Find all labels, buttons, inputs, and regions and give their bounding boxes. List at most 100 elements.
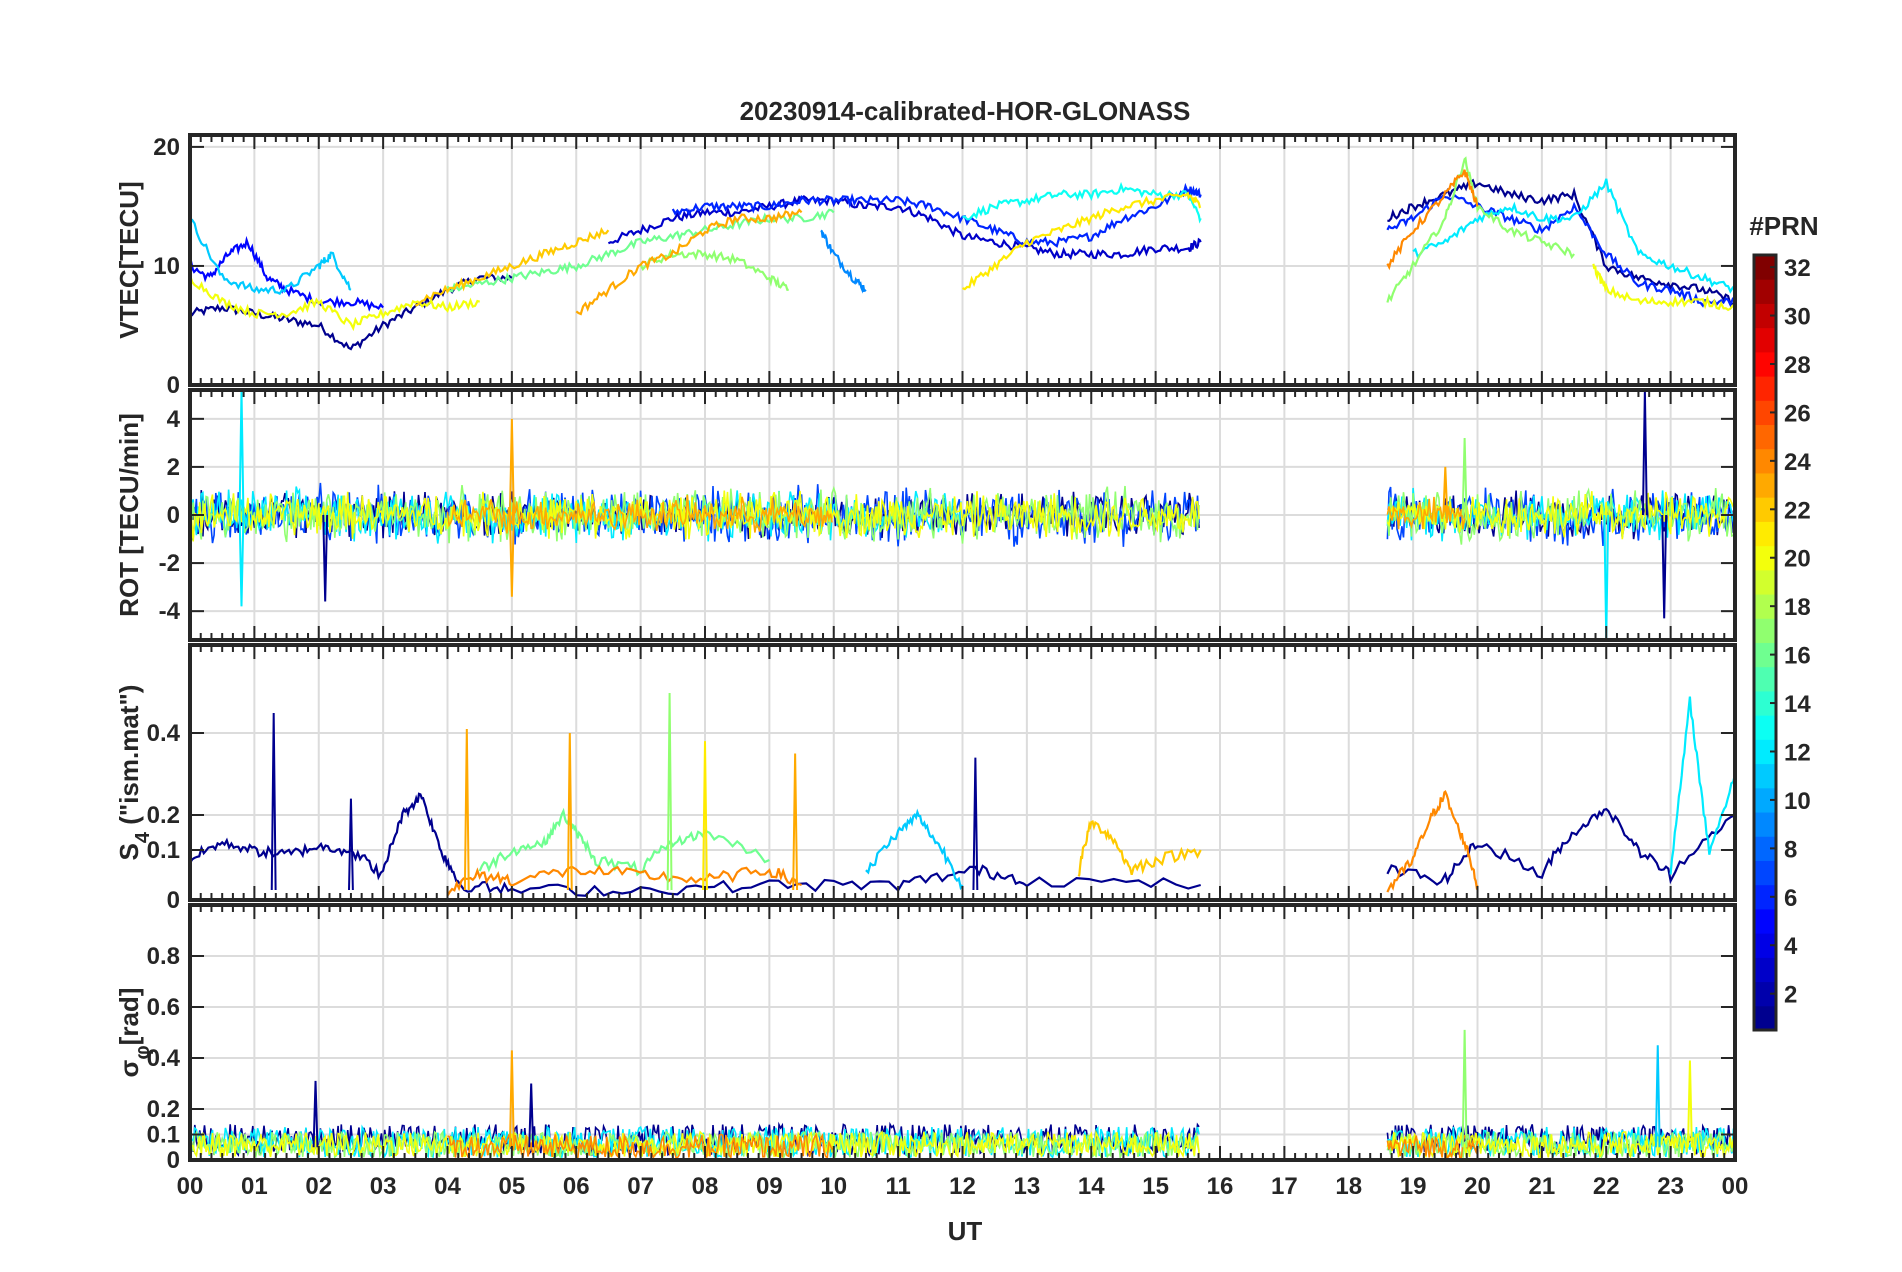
x-tick-label: 00 xyxy=(177,1173,204,1200)
spike-prn-17 xyxy=(666,692,673,891)
x-tick-label: 12 xyxy=(949,1173,976,1200)
series-line-prn-20 xyxy=(190,275,480,332)
y-tick-label: 0.2 xyxy=(147,802,180,829)
series-line-prn-17 xyxy=(190,485,1200,544)
colorbar-tick-label: 22 xyxy=(1784,497,1811,524)
y-tick-label: 2 xyxy=(167,454,180,481)
colorbar-segment xyxy=(1754,545,1776,571)
y-tick-label: 0 xyxy=(167,1147,180,1174)
spike-prn-23 xyxy=(508,418,515,516)
y-axis-label: σφ[rad] xyxy=(114,988,154,1078)
colorbar-segment xyxy=(1754,279,1776,304)
colorbar-segment xyxy=(1754,327,1776,353)
spike-prn-1 xyxy=(322,514,329,602)
colorbar-segment xyxy=(1754,255,1776,280)
colorbar-segment xyxy=(1754,763,1776,789)
x-tick-label: 19 xyxy=(1400,1173,1427,1200)
x-tick-label: 11 xyxy=(885,1173,910,1200)
colorbar-tick-label: 26 xyxy=(1784,400,1811,427)
spike-prn-1 xyxy=(348,798,354,891)
series-line-prn-21 xyxy=(962,191,1202,291)
series-line-prn-1 xyxy=(1386,807,1735,886)
series-line-prn-11 xyxy=(865,808,964,891)
colorbar-segment xyxy=(1754,739,1776,765)
spike-prn-1 xyxy=(312,1080,319,1148)
x-tick-label: 09 xyxy=(756,1173,783,1200)
colorbar-frame xyxy=(1752,253,1778,1032)
colorbar-segment xyxy=(1754,908,1776,934)
x-tick-label: 16 xyxy=(1207,1173,1234,1200)
x-tick-label: 14 xyxy=(1078,1173,1105,1200)
chart-title: 20230914-calibrated-HOR-GLONASS xyxy=(740,96,1191,126)
panel-4: 00.10.2 0.4 0.6 0.8 σφ[rad] xyxy=(114,903,1737,1174)
series-line-prn-3 xyxy=(607,194,1202,261)
panel-3: 0 0.1 0.2 0.4S4 ("ism.mat") xyxy=(114,643,1737,914)
colorbar-segment xyxy=(1754,618,1776,643)
spike-prn-1 xyxy=(972,757,979,891)
colorbar-segment xyxy=(1754,666,1776,692)
y-tick-label: 0.4 xyxy=(147,720,181,747)
spike-prn-23 xyxy=(566,732,573,891)
colorbar-segment xyxy=(1754,787,1776,813)
colorbar-tick-label: 10 xyxy=(1784,788,1811,815)
x-tick-label: 22 xyxy=(1593,1173,1620,1200)
spike-prn-21 xyxy=(702,741,708,891)
panel-1: 0 10 20 VTEC[TECU] xyxy=(114,133,1737,399)
x-tick-label: 20 xyxy=(1464,1173,1491,1200)
y-axis-label: S4 ("ism.mat") xyxy=(114,685,154,861)
series-group xyxy=(190,156,1735,351)
series-line-prn-5 xyxy=(190,235,384,312)
x-tick-label: 00 xyxy=(1722,1173,1749,1200)
colorbar-tick-label: 30 xyxy=(1784,304,1811,331)
colorbar-segment xyxy=(1754,594,1776,619)
colorbar-segment xyxy=(1754,376,1776,401)
y-tick-label: 20 xyxy=(153,134,180,161)
x-tick-label: 03 xyxy=(370,1173,397,1200)
x-tick-label: 15 xyxy=(1142,1173,1169,1200)
x-tick-label: 21 xyxy=(1529,1173,1556,1200)
y-tick-label: 0.2 xyxy=(147,1096,180,1123)
y-axis-label: VTEC[TECU] xyxy=(114,181,144,338)
colorbar-segment xyxy=(1754,400,1776,426)
y-tick-label: 0 xyxy=(167,887,180,914)
colorbar-segment xyxy=(1754,497,1776,522)
series-line-prn-16 xyxy=(446,208,835,293)
series-line-prn-1 xyxy=(1387,178,1735,306)
colorbar-tick-label: 28 xyxy=(1784,352,1811,379)
x-tick-label: 18 xyxy=(1335,1173,1362,1200)
colorbar-tick-label: 32 xyxy=(1784,255,1811,282)
colorbar-segment xyxy=(1754,351,1776,377)
spike-prn-17 xyxy=(1461,438,1468,516)
spike-prn-20 xyxy=(1687,1060,1693,1148)
spike-prn-12 xyxy=(238,390,245,516)
y-tick-label: 10 xyxy=(153,253,180,280)
y-tick-label: 0.6 xyxy=(147,994,180,1021)
series-group xyxy=(190,390,1735,640)
spike-prn-12 xyxy=(1603,514,1610,640)
colorbar-segment xyxy=(1754,1005,1776,1031)
colorbar-segment xyxy=(1754,521,1776,547)
x-tick-label: 06 xyxy=(563,1173,590,1200)
y-tick-label: 0 xyxy=(167,372,180,399)
colorbar-segment xyxy=(1754,836,1776,861)
x-tick-label: 13 xyxy=(1014,1173,1041,1200)
colorbar-tick-label: 2 xyxy=(1784,982,1797,1009)
colorbar-tick-label: 8 xyxy=(1784,836,1797,863)
series-line-prn-20 xyxy=(1592,263,1735,312)
series-line-prn-12 xyxy=(1669,696,1735,875)
colorbar-segment xyxy=(1754,812,1776,837)
colorbar-segment xyxy=(1754,981,1776,1007)
colorbar-tick-label: 16 xyxy=(1784,643,1811,670)
x-tick-label: 23 xyxy=(1657,1173,1684,1200)
spike-prn-23 xyxy=(1442,466,1449,516)
y-tick-label: 0.1 xyxy=(147,1122,180,1149)
colorbar-segment xyxy=(1754,884,1776,910)
colorbar-segment xyxy=(1754,690,1776,716)
series-line-prn-23 xyxy=(446,494,833,534)
spike-prn-12 xyxy=(238,514,245,607)
x-tick-label: 05 xyxy=(499,1173,526,1200)
spike-prn-23 xyxy=(508,1050,515,1148)
x-axis-label: UT xyxy=(948,1216,983,1246)
y-axis-label: ROT [TECU/min] xyxy=(114,413,144,617)
series-line-prn-6 xyxy=(671,182,1202,248)
